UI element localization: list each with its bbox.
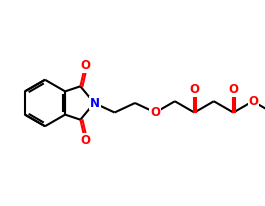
Text: O: O bbox=[189, 83, 199, 96]
Text: N: N bbox=[90, 96, 100, 110]
Text: O: O bbox=[150, 106, 160, 119]
Text: O: O bbox=[228, 83, 238, 96]
Text: O: O bbox=[81, 59, 90, 72]
Text: O: O bbox=[249, 95, 259, 108]
Text: O: O bbox=[81, 134, 90, 147]
